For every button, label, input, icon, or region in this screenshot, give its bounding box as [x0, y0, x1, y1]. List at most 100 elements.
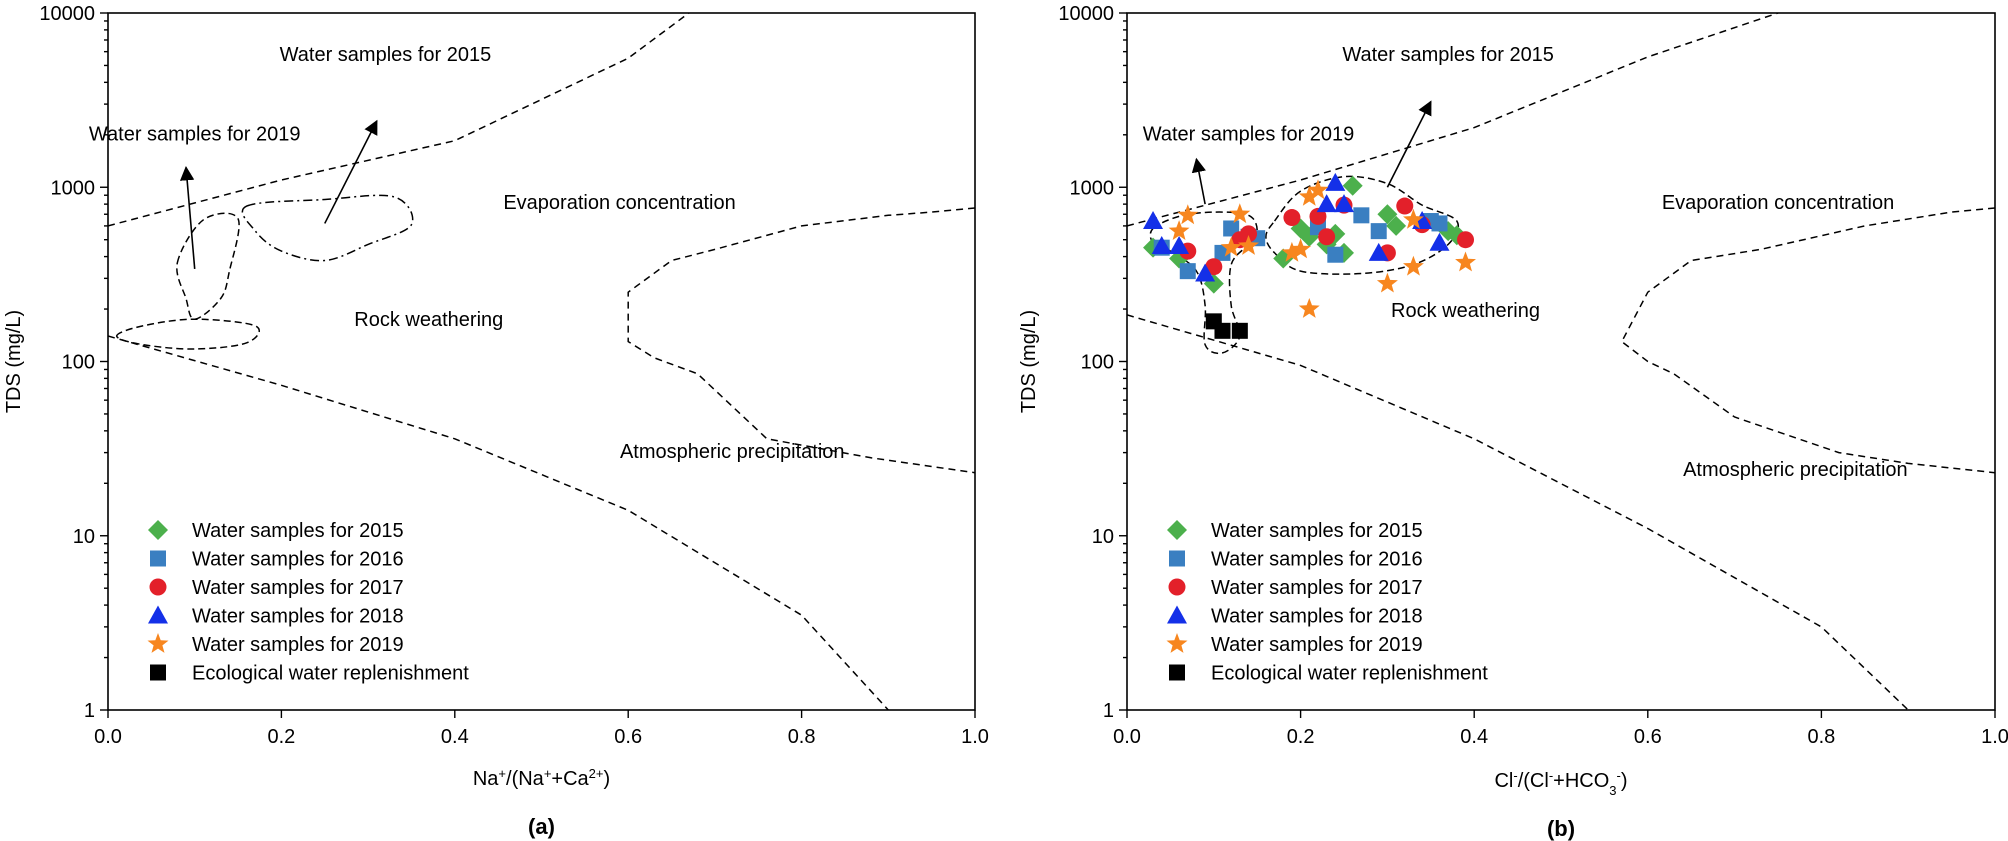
- data-point: [1195, 263, 1216, 282]
- annotation-label: Water samples for 2015: [280, 44, 492, 66]
- y-tick-label: 1000: [51, 177, 96, 199]
- data-point: [1214, 244, 1231, 261]
- data-point: [1238, 235, 1259, 255]
- legend-marker: [1166, 633, 1188, 653]
- plot-area: [108, 13, 975, 710]
- panel-label: (b): [1547, 816, 1575, 841]
- data-point: [1283, 209, 1301, 227]
- legend-label: Water samples for 2016: [192, 549, 404, 571]
- data-point: [1143, 211, 1164, 230]
- data-point: [1316, 194, 1337, 213]
- region-label: Rock weathering: [354, 309, 503, 331]
- x-axis-label: Na+/(Na++Ca2+): [473, 766, 610, 791]
- sample-enclosure: [241, 194, 414, 262]
- y-tick-label: 100: [62, 352, 95, 374]
- data-point: [1177, 204, 1199, 225]
- data-point: [1298, 298, 1320, 318]
- annotation-label: Water samples for 2019: [89, 124, 301, 146]
- legend-label: Water samples for 2019: [1211, 634, 1423, 656]
- x-axis-label: Cl-/(Cl-+HCO3-): [1494, 768, 1627, 798]
- data-point: [1403, 255, 1424, 276]
- data-point: [1334, 194, 1354, 213]
- data-point: [1307, 179, 1329, 200]
- sample-enclosure: [115, 318, 260, 350]
- data-point: [1169, 236, 1190, 255]
- sample-enclosure: [176, 212, 240, 320]
- legend-label: Water samples for 2019: [192, 634, 404, 656]
- y-tick-label: 10: [1092, 526, 1114, 548]
- y-axis-label: TDS (mg/L): [3, 310, 25, 413]
- legend-label: Water samples for 2017: [192, 577, 404, 599]
- data-point: [1220, 236, 1242, 257]
- data-point: [1457, 231, 1475, 249]
- region-label: Atmospheric precipitation: [620, 441, 845, 463]
- sample-enclosure: [1265, 175, 1460, 275]
- annotation-arrow: [324, 119, 378, 224]
- data-point: [1368, 242, 1389, 261]
- legend-marker: [1168, 578, 1186, 596]
- annotation-label: Water samples for 2019: [1143, 124, 1355, 146]
- data-point: [1309, 207, 1327, 225]
- y-tick-label: 10000: [1058, 3, 1114, 25]
- data-point: [1376, 272, 1398, 293]
- data-point: [1396, 197, 1414, 215]
- data-point: [1214, 322, 1231, 339]
- data-point: [1168, 220, 1190, 240]
- region-boundary: [1127, 13, 1779, 227]
- y-tick-label: 10000: [39, 3, 95, 25]
- data-point: [1281, 241, 1303, 262]
- legend: Water samples for 2015 Water samples for …: [1166, 520, 1488, 685]
- data-point: [1455, 251, 1476, 272]
- x-tick-label: 0.8: [1807, 726, 1835, 748]
- legend-marker: [147, 633, 169, 653]
- region-boundary: [627, 207, 975, 474]
- region-label: Evaporation concentration: [503, 192, 735, 214]
- annotation-arrow: [179, 165, 196, 269]
- data-point: [1342, 175, 1363, 196]
- region-label: Evaporation concentration: [1662, 192, 1894, 214]
- legend-marker: [1169, 550, 1185, 567]
- legend-label: Water samples for 2015: [192, 520, 404, 542]
- legend-label: Water samples for 2018: [1211, 606, 1423, 628]
- panel-b: 0.0 0.2 0.4 0.6 0.8 1.0 1 10 100 1000 10000 TDS (mg…: [1018, 3, 2008, 841]
- legend-marker: [149, 578, 167, 596]
- x-tick-label: 0.2: [267, 726, 295, 748]
- data-point: [1205, 258, 1223, 276]
- legend-label: Water samples for 2016: [1211, 549, 1423, 571]
- data-point: [1231, 322, 1248, 339]
- annotation-label: Water samples for 2015: [1342, 44, 1554, 66]
- y-axis-label: TDS (mg/L): [1018, 310, 1040, 413]
- data-point: [1325, 172, 1346, 191]
- data-point: [1403, 208, 1424, 229]
- data-point: [1229, 203, 1251, 224]
- y-tick-label: 100: [1081, 352, 1114, 374]
- legend-marker: [1169, 664, 1185, 681]
- x-tick-label: 0.8: [788, 726, 816, 748]
- legend-marker: [148, 605, 168, 624]
- data-point: [1223, 220, 1240, 237]
- x-tick-label: 0.6: [1634, 726, 1662, 748]
- legend-marker: [1167, 520, 1187, 540]
- data-point: [1370, 223, 1387, 240]
- legend-label: Water samples for 2015: [1211, 520, 1423, 542]
- y-tick-label: 10: [73, 526, 95, 548]
- region-label: Rock weathering: [1391, 300, 1540, 322]
- legend-marker: [148, 520, 168, 540]
- legend-marker: [1167, 605, 1187, 624]
- data-point: [1151, 236, 1172, 255]
- x-tick-label: 0.4: [441, 726, 469, 748]
- legend-label: Ecological water replenishment: [192, 663, 469, 685]
- data-point: [1240, 225, 1258, 243]
- x-tick-label: 0.6: [614, 726, 642, 748]
- panel-label: (a): [528, 814, 555, 839]
- annotation-arrow: [1191, 157, 1206, 205]
- data-point: [1429, 232, 1450, 251]
- region-label: Atmospheric precipitation: [1683, 459, 1908, 481]
- data-point: [1353, 207, 1370, 224]
- x-tick-label: 1.0: [1981, 726, 2008, 748]
- y-tick-label: 1000: [1070, 177, 1115, 199]
- legend-marker: [150, 664, 166, 681]
- legend-label: Water samples for 2018: [192, 606, 404, 628]
- region-boundary: [108, 335, 889, 710]
